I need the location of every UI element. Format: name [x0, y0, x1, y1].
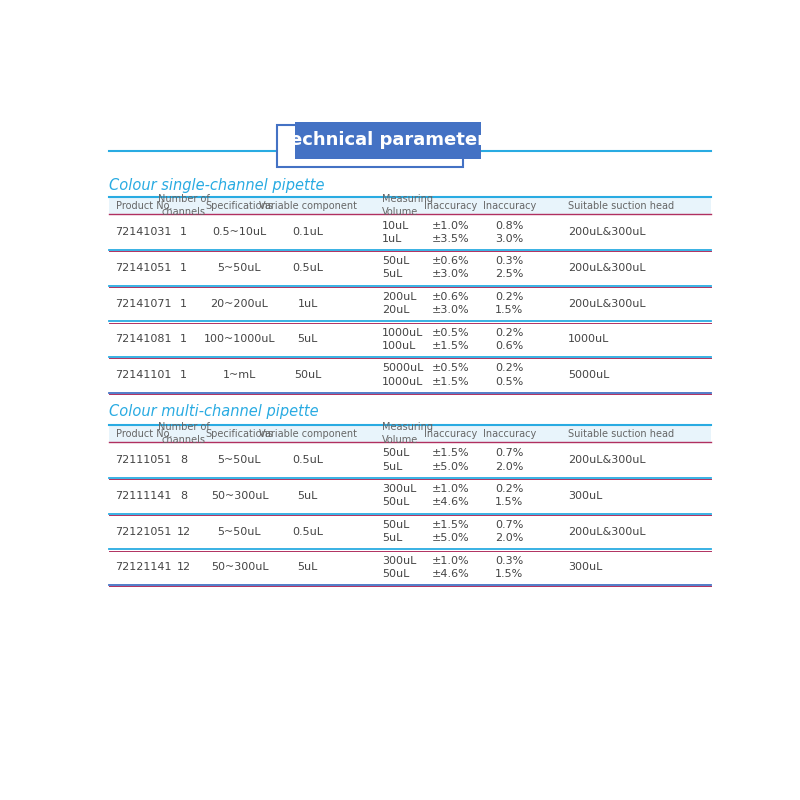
Text: ±1.0%
±4.6%: ±1.0% ±4.6% — [431, 556, 469, 579]
Text: 12: 12 — [177, 562, 190, 572]
Text: 50uL
5uL: 50uL 5uL — [382, 520, 410, 543]
Text: 300uL
50uL: 300uL 50uL — [382, 556, 417, 579]
Text: 12: 12 — [177, 526, 190, 537]
Text: 100~1000uL: 100~1000uL — [204, 334, 275, 344]
Text: Colour single-channel pipette: Colour single-channel pipette — [110, 178, 325, 193]
Text: Inaccuracy: Inaccuracy — [482, 201, 536, 210]
Text: ±0.6%
±3.0%: ±0.6% ±3.0% — [431, 292, 469, 315]
Text: 5000uL
1000uL: 5000uL 1000uL — [382, 363, 423, 386]
Text: Technical parameters: Technical parameters — [280, 131, 497, 150]
Text: 200uL&300uL: 200uL&300uL — [568, 227, 646, 237]
Text: ±1.5%
±5.0%: ±1.5% ±5.0% — [431, 520, 469, 543]
Text: 72141071: 72141071 — [115, 298, 172, 309]
Text: Specifications: Specifications — [206, 429, 274, 438]
Text: 300uL: 300uL — [568, 562, 602, 572]
Text: 50~300uL: 50~300uL — [210, 562, 268, 572]
Text: 200uL&300uL: 200uL&300uL — [568, 455, 646, 465]
Text: 72141081: 72141081 — [115, 334, 172, 344]
Text: 1: 1 — [180, 370, 187, 380]
Text: 72111051: 72111051 — [115, 455, 172, 465]
Text: 200uL&300uL: 200uL&300uL — [568, 526, 646, 537]
Text: 200uL
20uL: 200uL 20uL — [382, 292, 417, 315]
FancyBboxPatch shape — [277, 125, 462, 167]
Text: 0.3%
1.5%: 0.3% 1.5% — [495, 556, 523, 579]
Text: Measuring
Volume: Measuring Volume — [382, 194, 433, 217]
Text: 5~50uL: 5~50uL — [218, 263, 262, 273]
Text: Product No.: Product No. — [115, 429, 172, 438]
Text: 1uL: 1uL — [298, 298, 318, 309]
Text: Inaccuracy: Inaccuracy — [424, 201, 477, 210]
Text: 0.1uL: 0.1uL — [292, 227, 323, 237]
Text: 5~50uL: 5~50uL — [218, 526, 262, 537]
Text: 72121051: 72121051 — [115, 526, 172, 537]
Text: 72141051: 72141051 — [115, 263, 172, 273]
Text: 0.5uL: 0.5uL — [292, 263, 323, 273]
Text: 72121141: 72121141 — [115, 562, 172, 572]
Text: Specifications: Specifications — [206, 201, 274, 210]
Text: Variable component: Variable component — [258, 201, 357, 210]
Text: 200uL&300uL: 200uL&300uL — [568, 263, 646, 273]
Text: 1000uL
100uL: 1000uL 100uL — [382, 328, 423, 351]
Text: 0.3%
2.5%: 0.3% 2.5% — [495, 256, 523, 279]
Text: 300uL
50uL: 300uL 50uL — [382, 484, 417, 507]
Text: Inaccuracy: Inaccuracy — [482, 429, 536, 438]
Text: 0.2%
0.6%: 0.2% 0.6% — [495, 328, 523, 351]
Text: 300uL: 300uL — [568, 490, 602, 501]
Text: 1000uL: 1000uL — [568, 334, 610, 344]
Text: 1: 1 — [180, 298, 187, 309]
Text: 0.5uL: 0.5uL — [292, 455, 323, 465]
Text: Colour multi-channel pipette: Colour multi-channel pipette — [110, 404, 319, 419]
Text: Number of
channels: Number of channels — [158, 422, 210, 445]
Text: 5000uL: 5000uL — [568, 370, 610, 380]
Text: Product No.: Product No. — [115, 201, 172, 210]
Text: 8: 8 — [180, 455, 187, 465]
Text: 5~50uL: 5~50uL — [218, 455, 262, 465]
Text: Suitable suction head: Suitable suction head — [568, 429, 674, 438]
Text: Variable component: Variable component — [258, 429, 357, 438]
Text: Number of
channels: Number of channels — [158, 194, 210, 217]
Text: 1: 1 — [180, 334, 187, 344]
FancyBboxPatch shape — [110, 197, 710, 214]
Text: 72141031: 72141031 — [115, 227, 172, 237]
Text: 0.2%
1.5%: 0.2% 1.5% — [495, 484, 523, 507]
Text: ±0.6%
±3.0%: ±0.6% ±3.0% — [431, 256, 469, 279]
Text: ±0.5%
±1.5%: ±0.5% ±1.5% — [431, 328, 469, 351]
FancyBboxPatch shape — [110, 425, 710, 442]
Text: ±1.0%
±4.6%: ±1.0% ±4.6% — [431, 484, 469, 507]
Text: 0.2%
0.5%: 0.2% 0.5% — [495, 363, 523, 386]
Text: 50~300uL: 50~300uL — [210, 490, 268, 501]
Text: Suitable suction head: Suitable suction head — [568, 201, 674, 210]
Text: 1: 1 — [180, 263, 187, 273]
Text: 1~mL: 1~mL — [223, 370, 256, 380]
Text: 0.2%
1.5%: 0.2% 1.5% — [495, 292, 523, 315]
Text: 0.7%
2.0%: 0.7% 2.0% — [495, 520, 523, 543]
Text: 10uL
1uL: 10uL 1uL — [382, 221, 410, 244]
Text: ±1.0%
±3.5%: ±1.0% ±3.5% — [431, 221, 469, 244]
Text: 200uL&300uL: 200uL&300uL — [568, 298, 646, 309]
Text: 72111141: 72111141 — [115, 490, 172, 501]
Text: 5uL: 5uL — [298, 334, 318, 344]
Text: 0.5uL: 0.5uL — [292, 526, 323, 537]
Text: 0.5~10uL: 0.5~10uL — [212, 227, 266, 237]
Text: Measuring
Volume: Measuring Volume — [382, 422, 433, 445]
Text: 72141101: 72141101 — [115, 370, 172, 380]
FancyBboxPatch shape — [295, 122, 482, 159]
Text: Inaccuracy: Inaccuracy — [424, 429, 477, 438]
Text: 0.7%
2.0%: 0.7% 2.0% — [495, 449, 523, 472]
Text: ±0.5%
±1.5%: ±0.5% ±1.5% — [431, 363, 469, 386]
Text: 50uL
5uL: 50uL 5uL — [382, 256, 410, 279]
Text: 20~200uL: 20~200uL — [210, 298, 269, 309]
Text: 5uL: 5uL — [298, 490, 318, 501]
Text: 1: 1 — [180, 227, 187, 237]
Text: 50uL: 50uL — [294, 370, 322, 380]
Text: ±1.5%
±5.0%: ±1.5% ±5.0% — [431, 449, 469, 472]
Text: 8: 8 — [180, 490, 187, 501]
Text: 50uL
5uL: 50uL 5uL — [382, 449, 410, 472]
Text: 5uL: 5uL — [298, 562, 318, 572]
Text: 0.8%
3.0%: 0.8% 3.0% — [495, 221, 523, 244]
